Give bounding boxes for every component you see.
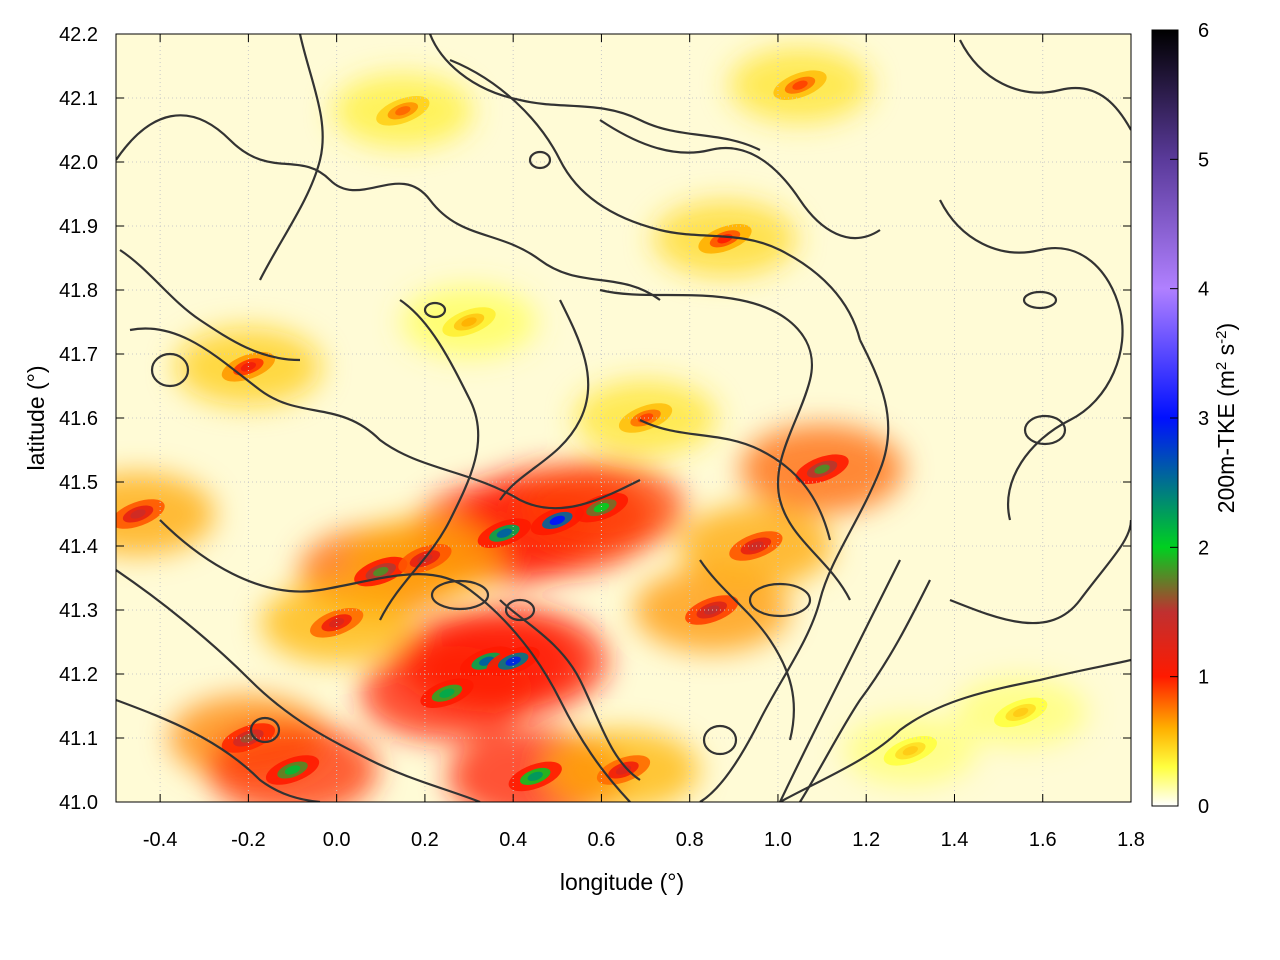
contour-ring [1022, 290, 1058, 310]
contour-line [428, 34, 761, 151]
x-tick-label: 0.2 [411, 829, 439, 851]
y-tick-label: 41.8 [59, 280, 98, 302]
y-tick-label: 42.2 [59, 24, 98, 46]
x-tick-label: 0.0 [323, 829, 351, 851]
contour-line [599, 119, 881, 240]
x-axis-ticks: -0.4 -0.2 0.0 0.2 0.4 0.6 0.8 1.0 1.2 1.4 1.6 1.8 [143, 34, 1145, 851]
y-tick-label: 41.1 [59, 728, 98, 750]
tke-hotspot [284, 765, 301, 775]
tke-hotspot [395, 106, 411, 116]
colorbar-ticks: 0 1 2 3 4 5 6 [1170, 20, 1209, 818]
y-tick-label: 41.5 [59, 472, 98, 494]
contour-ring [702, 724, 738, 756]
tke-hotspot [792, 80, 808, 90]
x-tick-label: -0.4 [143, 829, 177, 851]
gridlines [116, 34, 1131, 802]
contour-ring [249, 716, 281, 744]
contour-line [799, 579, 931, 802]
y-tick-label: 42.0 [59, 152, 98, 174]
plot-area: -0.4 -0.2 0.0 0.2 0.4 0.6 0.8 1.0 1.2 1.4 1.6 1.8 4… [59, 24, 1145, 851]
x-tick-label: 1.8 [1117, 829, 1145, 851]
contour-line [116, 698, 321, 802]
contour-line [699, 339, 890, 802]
y-axis-label: latitude (°) [23, 365, 49, 470]
x-tick-label: 1.0 [764, 829, 792, 851]
colorbar-tick-label: 1 [1198, 667, 1209, 689]
y-tick-label: 41.0 [59, 792, 98, 814]
contour-line [599, 288, 851, 601]
tke-hotspot [593, 502, 610, 513]
contour-ring [528, 150, 552, 170]
contour-line [129, 327, 641, 510]
colorbar-tick-label: 6 [1198, 20, 1209, 42]
contour-line [116, 569, 481, 802]
tke-hotspot [704, 605, 720, 615]
y-tick-label: 41.7 [59, 344, 98, 366]
tke-hotspot [748, 541, 764, 551]
colorbar-label: 200m-TKE (m2 s-2) [1213, 323, 1239, 513]
y-tick-label: 41.6 [59, 408, 98, 430]
tke-field [116, 47, 1087, 802]
y-axis-ticks: 41.0 41.1 41.2 41.3 41.4 41.5 41.6 41.7 41.8 41.9… [59, 24, 1131, 814]
colorbar-tick-label: 2 [1198, 537, 1209, 559]
x-tick-label: 1.2 [852, 829, 880, 851]
contour-ring [423, 301, 447, 319]
contour-line [959, 39, 1131, 131]
colorbar-tick-label: 0 [1198, 796, 1209, 818]
contour-line [119, 249, 301, 362]
contour-ring [748, 582, 812, 618]
tke-hotspot [505, 656, 521, 666]
x-tick-label: -0.2 [231, 829, 265, 851]
x-tick-label: 0.6 [588, 829, 616, 851]
contour-ring [430, 579, 490, 611]
y-tick-label: 41.4 [59, 536, 98, 558]
colorbar: 0 1 2 3 4 5 6 200m-TKE (m2 s-2) [1151, 20, 1239, 818]
contour-line [949, 519, 1131, 625]
contour-line [159, 519, 631, 802]
colorbar-tick-label: 4 [1198, 279, 1209, 301]
contour-line [499, 299, 590, 501]
contour-line [779, 658, 1131, 802]
tke-hotspot [527, 771, 543, 782]
colorbar-tick-label: 5 [1198, 149, 1209, 171]
y-tick-label: 42.1 [59, 88, 98, 110]
contour-ring [150, 352, 190, 388]
contour-ring [504, 598, 536, 622]
tke-hotspot [130, 509, 146, 519]
tke-hotspot [496, 528, 512, 538]
tke-halo [116, 472, 215, 556]
x-tick-label: 1.6 [1029, 829, 1057, 851]
terrain-contours [116, 34, 1131, 802]
tke-hotspot [814, 464, 830, 474]
contour-line [449, 58, 862, 341]
tke-hotspot [1013, 707, 1029, 718]
x-tick-label: 0.4 [499, 829, 527, 851]
tke-hotspot [461, 317, 477, 327]
contour-line [639, 419, 832, 541]
contour-line [779, 559, 901, 802]
x-tick-label: 0.8 [676, 829, 704, 851]
tke-hotspot [902, 746, 918, 756]
y-tick-label: 41.2 [59, 664, 98, 686]
contour-line [116, 114, 661, 301]
x-axis-label: longitude (°) [560, 869, 684, 895]
tke-hotspot [439, 688, 455, 698]
tke-hotspot [549, 515, 565, 526]
y-tick-label: 41.9 [59, 216, 98, 238]
contour-line [379, 299, 480, 621]
contour-line [699, 559, 796, 741]
colorbar-tick-label: 3 [1198, 408, 1209, 430]
y-tick-label: 41.3 [59, 600, 98, 622]
contour-ring [1023, 414, 1067, 446]
x-tick-label: 1.4 [941, 829, 969, 851]
contour-line [259, 34, 324, 281]
tke-hotspot [373, 566, 389, 577]
